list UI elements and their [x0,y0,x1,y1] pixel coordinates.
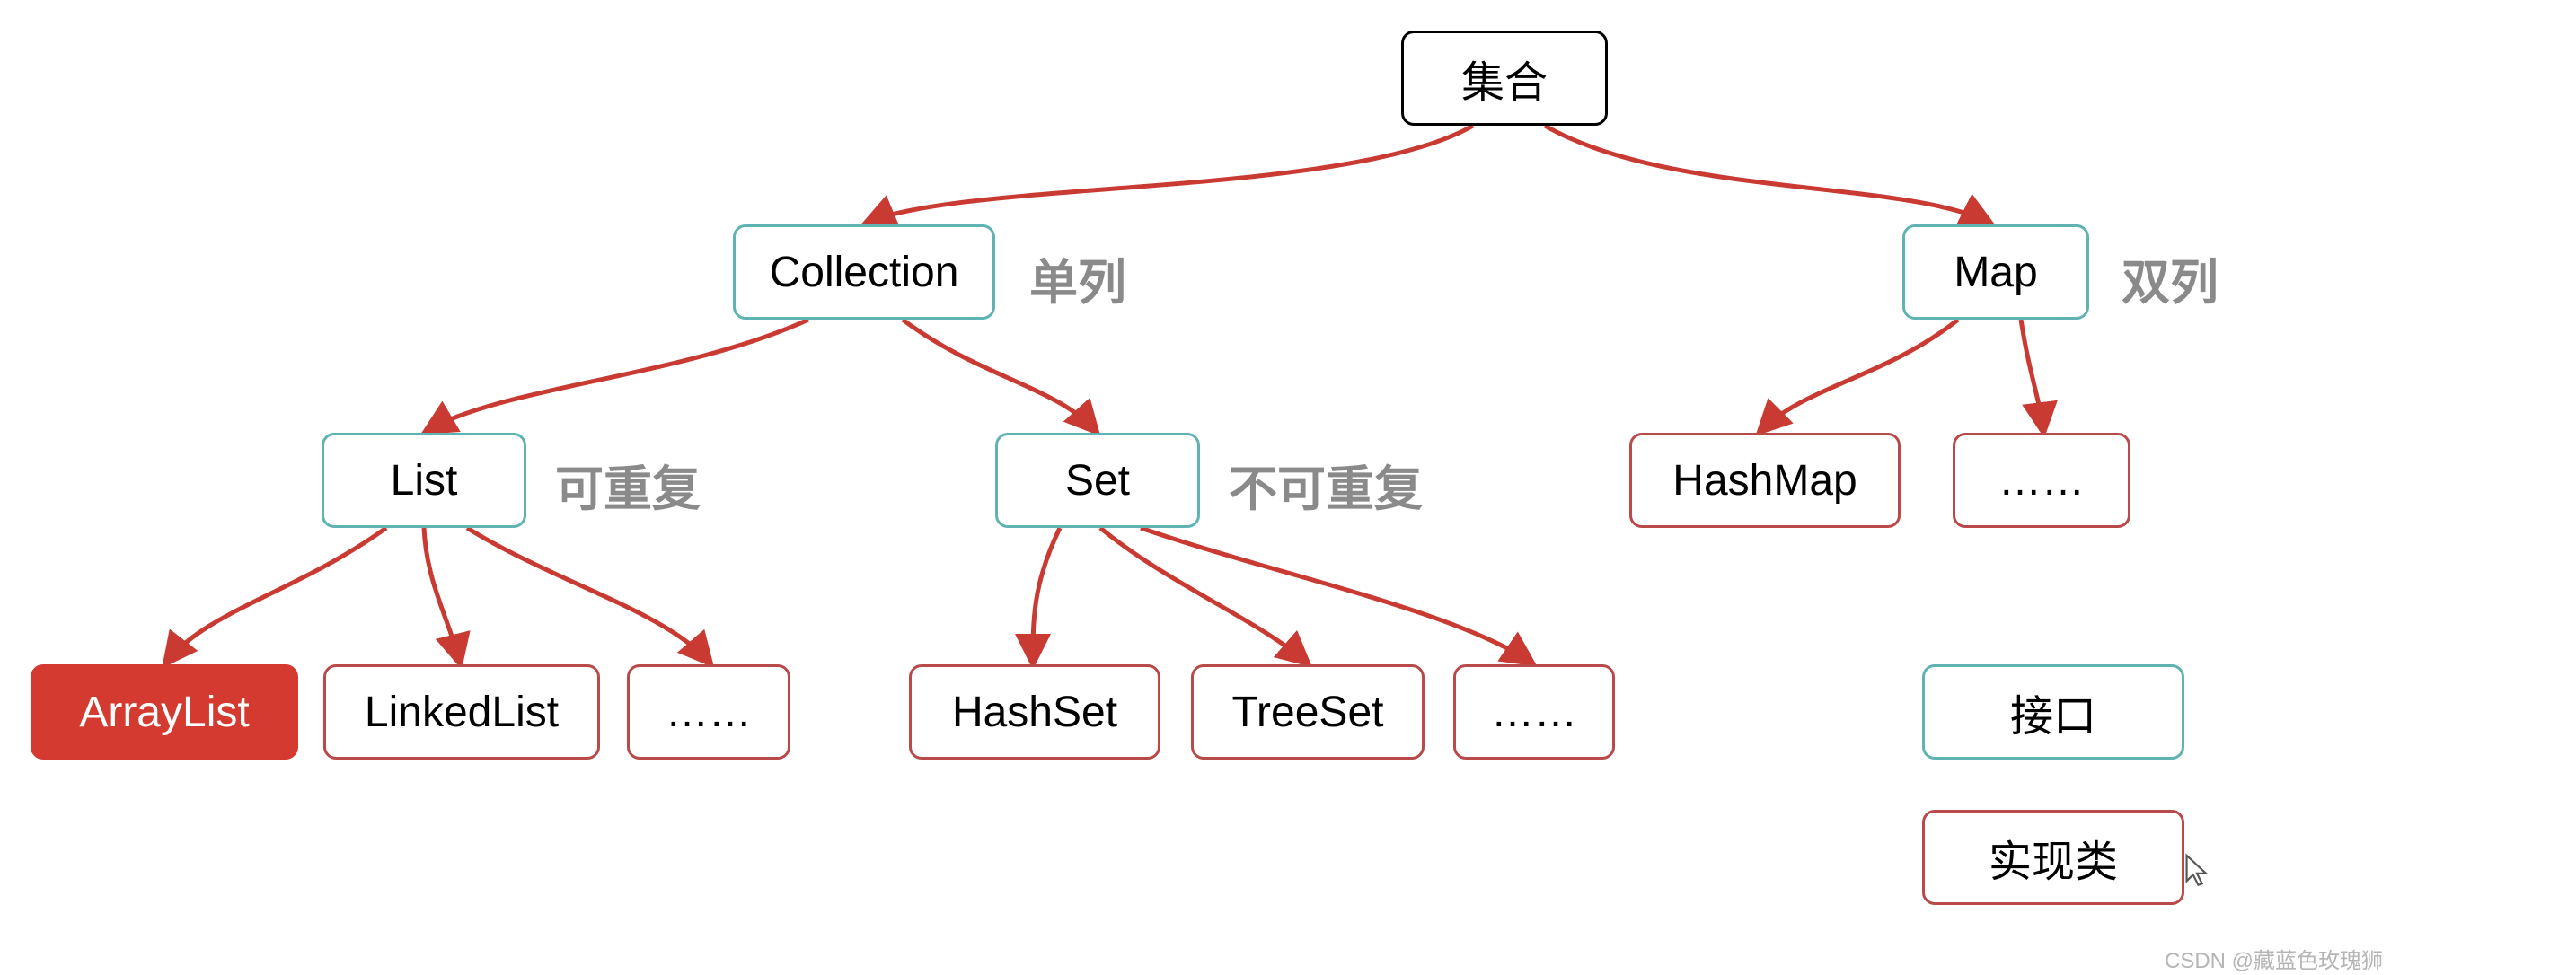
node-label: List [391,456,458,505]
node-label: …… [666,688,752,737]
edge [867,126,1473,223]
annotation-single: 单列 [1029,242,1126,313]
annotation-norepeat: 不可重复 [1229,449,1423,520]
node-set-more: …… [1453,664,1615,760]
edge [1760,320,1958,431]
node-label: 集合 [1461,47,1548,110]
node-map: Map [1902,224,2089,320]
node-label: LinkedList [365,688,559,737]
node-label: HashSet [952,688,1117,737]
node-hashset: HashSet [909,664,1160,760]
node-label: Collection [770,248,959,297]
node-list-more: …… [627,664,790,760]
node-label: ArrayList [79,688,249,737]
node-collection: Collection [733,224,995,320]
node-label: TreeSet [1232,688,1384,737]
annotation-repeat: 可重复 [555,449,701,520]
legend-class: 实现类 [1922,810,2184,905]
node-label: HashMap [1672,456,1857,505]
edge [1545,126,1989,223]
legend-interface: 接口 [1922,664,2184,760]
edge [166,528,386,663]
edge [2021,320,2043,431]
node-list: List [322,433,526,528]
node-label: …… [1491,688,1577,737]
edge [1033,528,1060,663]
node-arraylist: ArrayList [31,664,298,760]
cursor-icon [2183,853,2211,889]
node-label: Set [1065,456,1130,505]
watermark: CSDN @藏蓝色玫瑰狮 [2165,943,2383,974]
edge [903,320,1096,431]
edge [1100,528,1307,663]
edge [1141,528,1531,663]
node-label: 接口 [2010,681,2096,743]
node-linkedlist: LinkedList [323,664,600,760]
node-label: …… [1998,456,2085,505]
node-label: Map [1954,248,2037,297]
node-label: 实现类 [1989,826,2118,889]
annotation-double: 双列 [2122,242,2219,313]
node-map-more: …… [1953,433,2130,528]
node-treeset: TreeSet [1191,664,1425,760]
edge [427,320,808,431]
edge [467,528,710,663]
edge [424,528,460,663]
node-root: 集合 [1401,31,1608,126]
node-set: Set [995,433,1200,528]
node-hashmap: HashMap [1629,433,1901,528]
